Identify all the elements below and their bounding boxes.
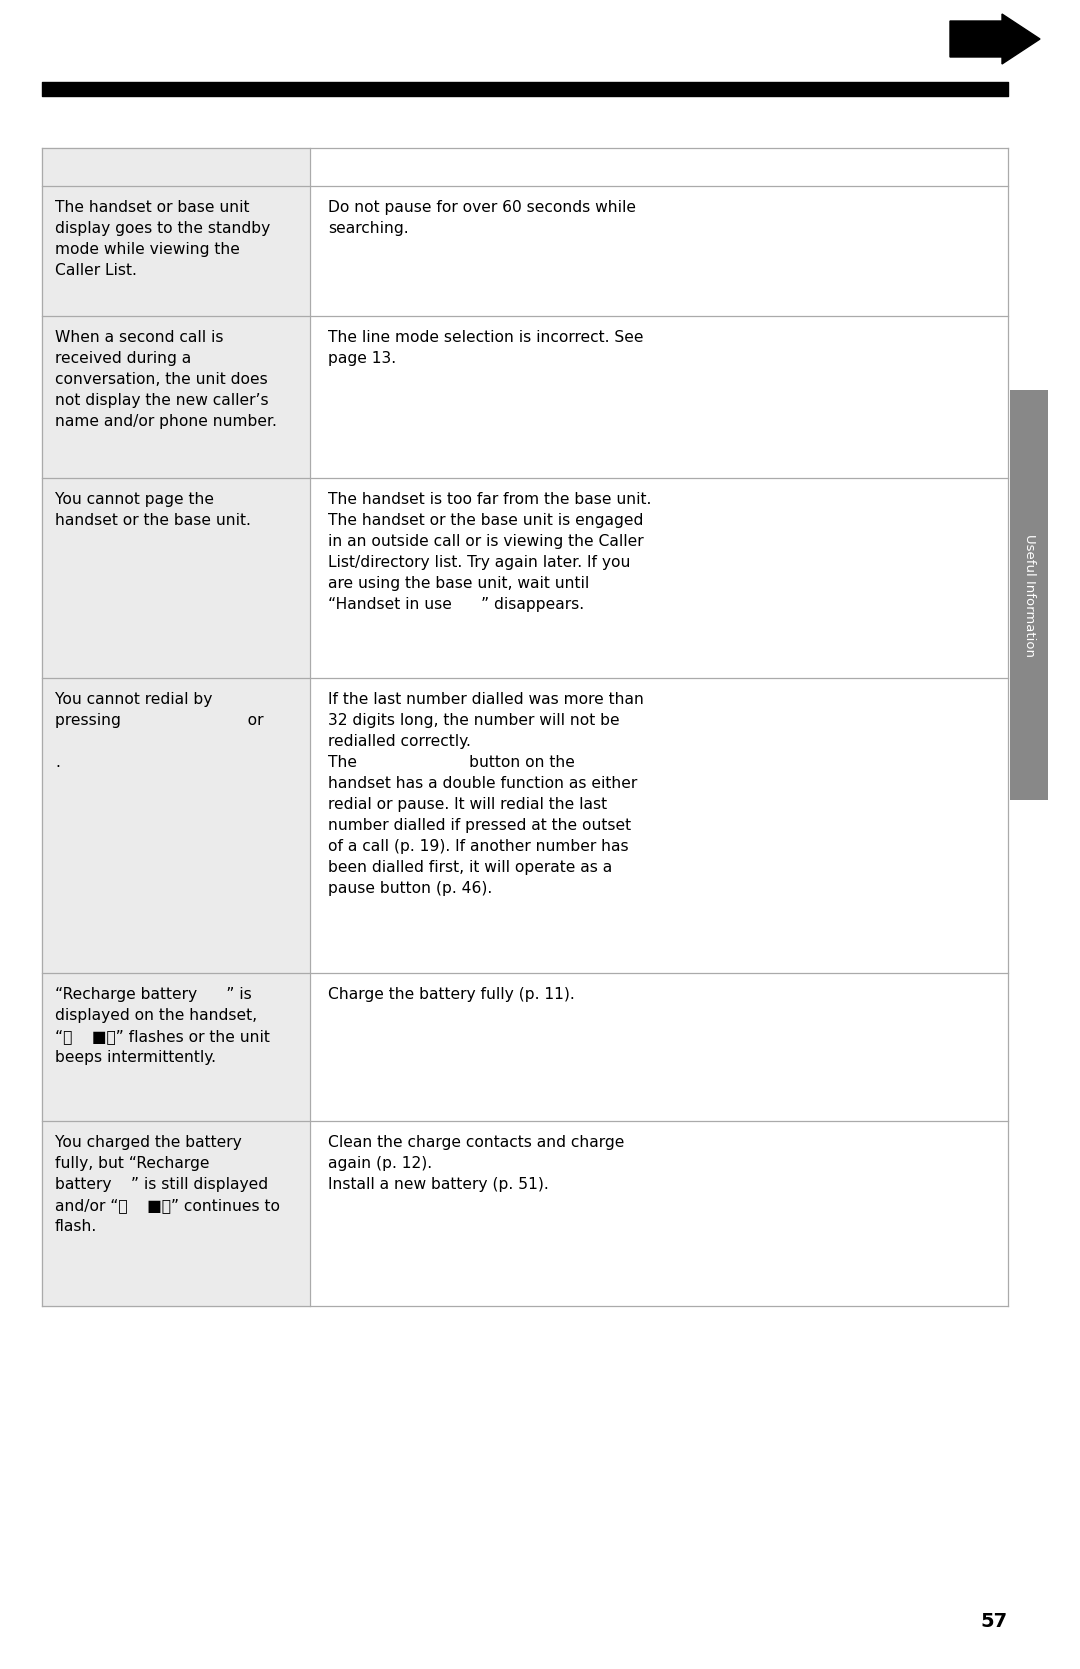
Text: Useful Information: Useful Information	[1023, 534, 1036, 656]
Text: Do not pause for over 60 seconds while
searching.: Do not pause for over 60 seconds while s…	[328, 200, 636, 235]
Text: Clean the charge contacts and charge
again (p. 12).
Install a new battery (p. 51: Clean the charge contacts and charge aga…	[328, 1135, 624, 1192]
Text: When a second call is
received during a
conversation, the unit does
not display : When a second call is received during a …	[55, 330, 276, 429]
FancyArrow shape	[950, 13, 1040, 63]
Bar	[1010, 391, 1048, 799]
Text: 57: 57	[981, 1612, 1008, 1631]
Text: The handset or base unit
display goes to the standby
mode while viewing the
Call: The handset or base unit display goes to…	[55, 200, 270, 279]
Text: “Recharge battery      ” is
displayed on the handset,
“［    ■］” flashes or the u: “Recharge battery ” is displayed on the …	[55, 986, 270, 1065]
Text: You cannot redial by
pressing                          or

.: You cannot redial by pressing or .	[55, 693, 264, 769]
Text: You cannot page the
handset or the base unit.: You cannot page the handset or the base …	[55, 492, 251, 527]
Text: You charged the battery
fully, but “Recharge
battery    ” is still displayed
and: You charged the battery fully, but “Rech…	[55, 1135, 280, 1233]
Text: If the last number dialled was more than
32 digits long, the number will not be
: If the last number dialled was more than…	[328, 693, 644, 896]
Text: The handset is too far from the base unit.
The handset or the base unit is engag: The handset is too far from the base uni…	[328, 492, 651, 613]
Text: Charge the battery fully (p. 11).: Charge the battery fully (p. 11).	[328, 986, 575, 1001]
Text: The line mode selection is incorrect. See
page 13.: The line mode selection is incorrect. Se…	[328, 330, 644, 366]
